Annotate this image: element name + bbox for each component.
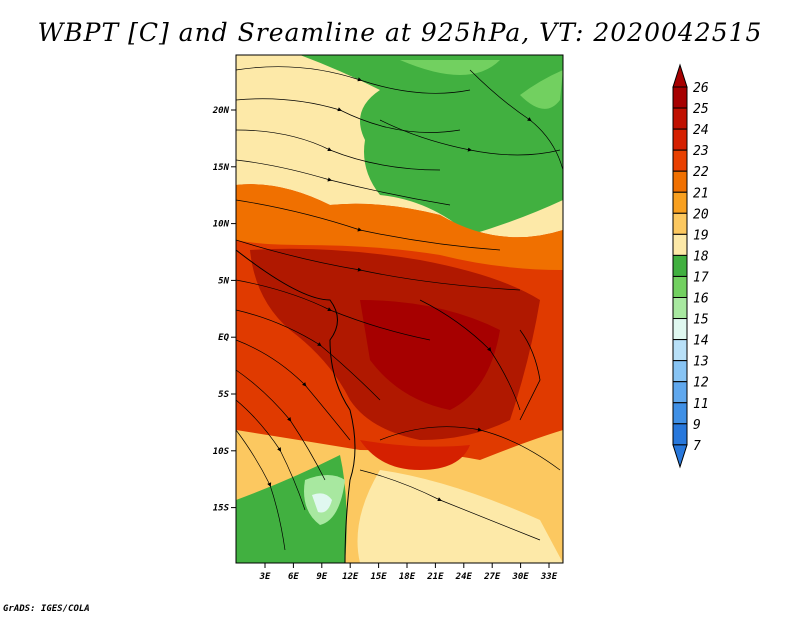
colorbar-swatch xyxy=(672,128,688,151)
colorbar-label: 20 xyxy=(693,207,709,222)
colorbar-swatch xyxy=(672,149,688,172)
colorbar-label: 19 xyxy=(693,228,709,243)
lon-label: 33E xyxy=(540,572,558,582)
lon-label: 12E xyxy=(342,572,359,582)
colorbar-label: 25 xyxy=(693,102,709,117)
lon-label: 15E xyxy=(370,572,387,582)
lat-label: 15N xyxy=(213,163,230,173)
colorbar: 26 25 24 23 22 21 20 19 18 17 16 15 14 13 12 11 9 7 xyxy=(672,63,709,469)
lon-label: 30E xyxy=(511,572,529,582)
colorbar-swatch xyxy=(672,212,688,235)
colorbar-swatch xyxy=(672,275,688,299)
colorbar-swatch xyxy=(672,254,688,277)
lat-label: 10S xyxy=(213,447,230,457)
colorbar-label: 11 xyxy=(693,397,709,412)
colorbar-label: 24 xyxy=(693,123,709,138)
colorbar-label: 16 xyxy=(693,292,709,307)
lat-label: 15S xyxy=(213,504,230,514)
colorbar-swatch xyxy=(672,233,688,256)
colorbar-label: 17 xyxy=(693,270,709,285)
lon-label: 9E xyxy=(316,572,327,582)
latitude-axis: 20N 15N 10N 5N EQ 5S 10S 15S xyxy=(212,106,236,514)
lon-label: 24E xyxy=(455,572,473,582)
map-frame xyxy=(235,54,564,564)
lon-label: 18E xyxy=(399,572,416,582)
colorbar-label: 12 xyxy=(693,376,709,391)
colorbar-swatch xyxy=(672,86,688,109)
lon-label: 27E xyxy=(483,572,501,582)
colorbar-top-arrow xyxy=(672,63,688,88)
colorbar-swatch xyxy=(672,297,688,320)
colorbar-label: 21 xyxy=(693,186,709,201)
lat-label: 20N xyxy=(212,106,230,116)
colorbar-label: 14 xyxy=(693,334,709,349)
colorbar-label: 26 xyxy=(693,81,709,96)
colorbar-label: 15 xyxy=(693,313,709,328)
colorbar-swatch xyxy=(672,191,688,214)
colorbar-label: 23 xyxy=(693,144,709,159)
colorbar-swatch xyxy=(672,360,688,383)
lon-label: 3E xyxy=(259,572,271,582)
lat-label: 5S xyxy=(218,390,229,400)
lat-label: 5N xyxy=(218,276,229,286)
colorbar-label: 22 xyxy=(693,165,709,180)
colorbar-label: 18 xyxy=(693,249,709,264)
lat-label: EQ xyxy=(218,333,229,343)
colorbar-swatch xyxy=(672,381,688,404)
colorbar-label: 13 xyxy=(693,355,709,370)
lon-label: 6E xyxy=(288,572,299,582)
lat-label: 10N xyxy=(213,220,230,230)
colorbar-swatch xyxy=(672,170,688,193)
grads-credit: GrADS: IGES/COLA xyxy=(3,604,90,614)
colorbar-swatch xyxy=(672,339,688,362)
longitude-axis: 3E 6E 9E 12E 15E 18E 21E 24E 27E 30E 33E xyxy=(259,563,558,582)
chart-title: WBPT [C] and Sreamline at 925hPa, VT: 20… xyxy=(37,18,763,47)
colorbar-bottom-arrow xyxy=(672,444,688,469)
colorbar-swatch xyxy=(672,402,688,425)
colorbar-swatch xyxy=(672,318,688,341)
colorbar-label: 7 xyxy=(693,439,701,454)
colorbar-swatch xyxy=(672,107,688,130)
colorbar-swatch xyxy=(672,423,688,446)
wbpt-field xyxy=(236,55,563,563)
colorbar-label: 9 xyxy=(693,418,701,433)
lon-label: 21E xyxy=(426,572,444,582)
